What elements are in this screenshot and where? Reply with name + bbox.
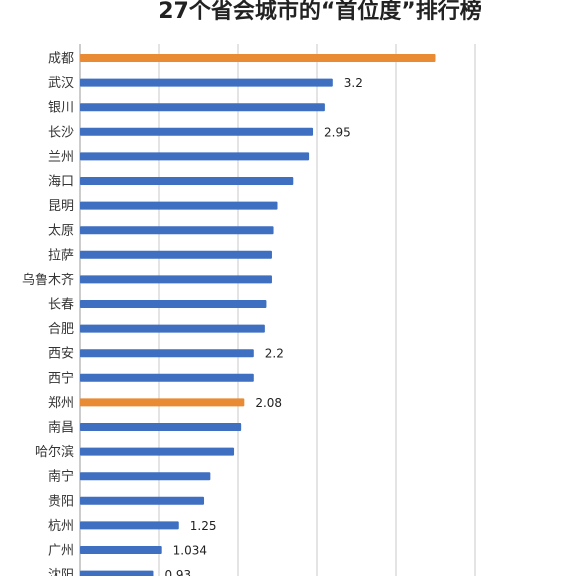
category-label: 贵阳	[48, 494, 74, 509]
category-label: 银川	[48, 101, 74, 116]
bar	[80, 423, 242, 431]
bar	[80, 496, 205, 505]
bars	[80, 54, 436, 576]
chart-title: 27个省会城市的“首位度”排行榜	[158, 0, 482, 24]
bar	[80, 570, 154, 576]
category-label: 昆明	[48, 199, 74, 214]
category-label: 太原	[48, 224, 74, 239]
bar	[80, 201, 278, 210]
gridlines	[158, 44, 476, 576]
category-label: 海口	[48, 175, 74, 190]
bar	[80, 398, 245, 407]
category-label: 沈阳	[48, 568, 74, 576]
bar	[80, 546, 162, 554]
bar	[80, 78, 333, 87]
category-label: 广州	[48, 544, 74, 559]
bar	[80, 226, 274, 235]
bar	[80, 275, 272, 284]
category-label: 合肥	[48, 322, 74, 337]
bar	[80, 152, 310, 161]
data-label: 1.25	[190, 519, 217, 533]
data-label: 2.95	[324, 125, 351, 139]
data-label: 0.93	[164, 568, 191, 576]
category-label: 南昌	[48, 420, 74, 436]
category-label: 西安	[48, 347, 74, 362]
data-label: 2.08	[255, 396, 282, 410]
category-label: 杭州	[48, 519, 74, 534]
category-label: 乌鲁木齐	[22, 272, 74, 288]
bar	[80, 103, 325, 112]
bar	[80, 127, 314, 136]
category-label: 南宁	[48, 469, 74, 485]
bar	[80, 177, 294, 185]
category-label: 长春	[48, 298, 74, 313]
bar	[80, 324, 265, 333]
bar	[80, 447, 235, 456]
data-label: 1.034	[173, 544, 207, 558]
category-label: 长沙	[48, 125, 74, 140]
bar	[80, 521, 179, 530]
data-labels: 3.2 2.95 2.2 2.08 1.25 1.034 0.93	[164, 76, 362, 576]
bar	[80, 250, 272, 259]
bar	[80, 373, 254, 382]
category-label: 哈尔滨	[35, 444, 74, 460]
category-label: 武汉	[48, 76, 74, 91]
bar	[80, 54, 436, 62]
data-label: 2.2	[265, 347, 284, 361]
category-label: 兰州	[48, 150, 74, 165]
data-label: 3.2	[344, 76, 363, 90]
bar	[80, 349, 254, 358]
category-label: 成都	[48, 52, 74, 67]
category-label: 西宁	[48, 370, 74, 386]
category-label: 拉萨	[48, 248, 74, 263]
bar	[80, 472, 211, 481]
category-labels: 成都武汉银川长沙兰州海口昆明太原拉萨乌鲁木齐长春合肥西安西宁郑州南昌哈尔滨南宁贵…	[22, 52, 74, 576]
bar	[80, 300, 267, 308]
category-label: 郑州	[48, 396, 74, 411]
